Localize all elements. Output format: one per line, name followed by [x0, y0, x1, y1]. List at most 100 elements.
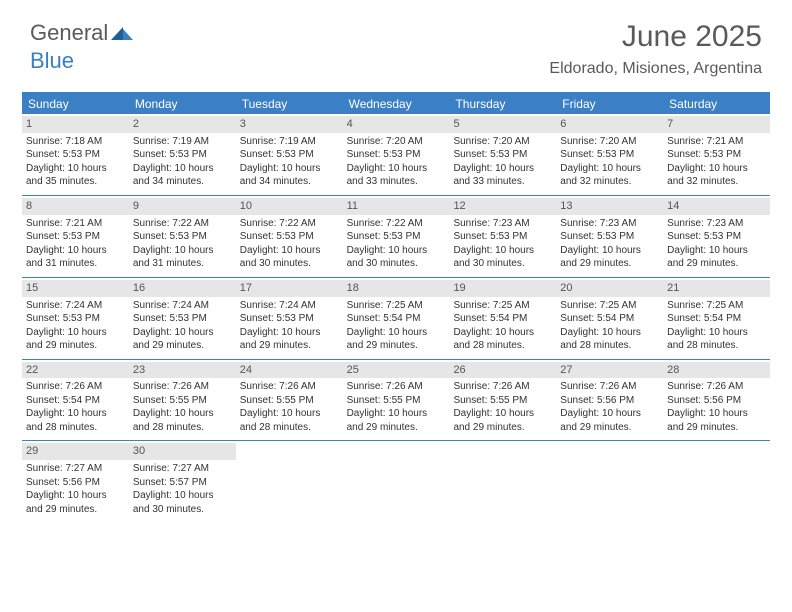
day-day2: and 34 minutes.	[240, 175, 339, 189]
day-sunset: Sunset: 5:53 PM	[453, 148, 552, 162]
dow-monday: Monday	[129, 94, 236, 114]
day-day1: Daylight: 10 hours	[347, 407, 446, 421]
day-sunrise: Sunrise: 7:25 AM	[667, 299, 766, 313]
day-cell: 11Sunrise: 7:22 AMSunset: 5:53 PMDayligh…	[343, 196, 450, 277]
day-number: 3	[236, 116, 343, 133]
day-day2: and 28 minutes.	[667, 339, 766, 353]
day-day1: Daylight: 10 hours	[240, 407, 339, 421]
day-cell: 6 Sunrise: 7:20 AMSunset: 5:53 PMDaylight…	[556, 114, 663, 195]
day-day2: and 30 minutes.	[347, 257, 446, 271]
day-day1: Daylight: 10 hours	[133, 326, 232, 340]
day-sunset: Sunset: 5:53 PM	[560, 230, 659, 244]
day-sunset: Sunset: 5:56 PM	[560, 394, 659, 408]
day-day1: Daylight: 10 hours	[133, 407, 232, 421]
day-day2: and 32 minutes.	[560, 175, 659, 189]
logo: General	[30, 20, 133, 46]
day-sunset: Sunset: 5:54 PM	[560, 312, 659, 326]
day-sunrise: Sunrise: 7:27 AM	[26, 462, 125, 476]
dow-tuesday: Tuesday	[236, 94, 343, 114]
day-cell-empty	[236, 441, 343, 522]
day-number: 13	[556, 198, 663, 215]
day-number: 19	[449, 280, 556, 297]
day-number: 26	[449, 362, 556, 379]
day-day1: Daylight: 10 hours	[133, 244, 232, 258]
day-number: 20	[556, 280, 663, 297]
title-month: June 2025	[549, 20, 762, 54]
day-cell: 26Sunrise: 7:26 AMSunset: 5:55 PMDayligh…	[449, 360, 556, 441]
day-sunrise: Sunrise: 7:24 AM	[26, 299, 125, 313]
day-cell: 12Sunrise: 7:23 AMSunset: 5:53 PMDayligh…	[449, 196, 556, 277]
day-sunset: Sunset: 5:53 PM	[26, 230, 125, 244]
day-sunrise: Sunrise: 7:26 AM	[347, 380, 446, 394]
day-number: 25	[343, 362, 450, 379]
day-day2: and 29 minutes.	[26, 339, 125, 353]
day-sunrise: Sunrise: 7:20 AM	[453, 135, 552, 149]
day-number: 29	[22, 443, 129, 460]
day-number: 28	[663, 362, 770, 379]
day-cell: 15Sunrise: 7:24 AMSunset: 5:53 PMDayligh…	[22, 278, 129, 359]
day-number: 22	[22, 362, 129, 379]
day-number: 2	[129, 116, 236, 133]
day-day1: Daylight: 10 hours	[560, 162, 659, 176]
day-sunrise: Sunrise: 7:20 AM	[560, 135, 659, 149]
day-sunrise: Sunrise: 7:25 AM	[453, 299, 552, 313]
day-day2: and 29 minutes.	[26, 503, 125, 517]
day-day2: and 29 minutes.	[560, 421, 659, 435]
day-day1: Daylight: 10 hours	[26, 162, 125, 176]
day-day2: and 35 minutes.	[26, 175, 125, 189]
day-day1: Daylight: 10 hours	[240, 162, 339, 176]
day-cell: 17Sunrise: 7:24 AMSunset: 5:53 PMDayligh…	[236, 278, 343, 359]
day-day2: and 33 minutes.	[347, 175, 446, 189]
day-cell-empty	[663, 441, 770, 522]
day-day2: and 34 minutes.	[133, 175, 232, 189]
day-sunset: Sunset: 5:53 PM	[560, 148, 659, 162]
day-day2: and 33 minutes.	[453, 175, 552, 189]
dow-wednesday: Wednesday	[343, 94, 450, 114]
day-sunrise: Sunrise: 7:21 AM	[26, 217, 125, 231]
day-sunrise: Sunrise: 7:25 AM	[347, 299, 446, 313]
day-cell: 21Sunrise: 7:25 AMSunset: 5:54 PMDayligh…	[663, 278, 770, 359]
day-cell: 2Sunrise: 7:19 AMSunset: 5:53 PMDaylight…	[129, 114, 236, 195]
day-cell: 25Sunrise: 7:26 AMSunset: 5:55 PMDayligh…	[343, 360, 450, 441]
day-cell: 10Sunrise: 7:22 AMSunset: 5:53 PMDayligh…	[236, 196, 343, 277]
day-number: 30	[129, 443, 236, 460]
day-sunset: Sunset: 5:53 PM	[667, 230, 766, 244]
day-sunset: Sunset: 5:53 PM	[133, 312, 232, 326]
day-sunrise: Sunrise: 7:23 AM	[453, 217, 552, 231]
day-day2: and 31 minutes.	[133, 257, 232, 271]
day-sunset: Sunset: 5:53 PM	[240, 312, 339, 326]
day-number: 12	[449, 198, 556, 215]
day-sunset: Sunset: 5:53 PM	[133, 230, 232, 244]
day-day2: and 28 minutes.	[240, 421, 339, 435]
title-block: June 2025 Eldorado, Misiones, Argentina	[549, 20, 762, 78]
day-day1: Daylight: 10 hours	[560, 407, 659, 421]
logo-blue-row: Blue	[30, 48, 74, 74]
day-number: 5	[449, 116, 556, 133]
day-day2: and 32 minutes.	[667, 175, 766, 189]
day-number: 6	[556, 116, 663, 133]
title-location: Eldorado, Misiones, Argentina	[549, 60, 762, 78]
week-row: 29Sunrise: 7:27 AMSunset: 5:56 PMDayligh…	[22, 441, 770, 522]
week-row: 22Sunrise: 7:26 AMSunset: 5:54 PMDayligh…	[22, 360, 770, 442]
day-sunset: Sunset: 5:54 PM	[347, 312, 446, 326]
day-sunrise: Sunrise: 7:26 AM	[26, 380, 125, 394]
weeks-container: 1Sunrise: 7:18 AMSunset: 5:53 PMDaylight…	[22, 114, 770, 522]
day-cell: 1Sunrise: 7:18 AMSunset: 5:53 PMDaylight…	[22, 114, 129, 195]
day-day2: and 29 minutes.	[347, 421, 446, 435]
day-cell: 27Sunrise: 7:26 AMSunset: 5:56 PMDayligh…	[556, 360, 663, 441]
day-sunset: Sunset: 5:53 PM	[240, 148, 339, 162]
day-sunset: Sunset: 5:55 PM	[453, 394, 552, 408]
day-day2: and 30 minutes.	[133, 503, 232, 517]
day-number: 4	[343, 116, 450, 133]
day-day2: and 29 minutes.	[133, 339, 232, 353]
day-number: 15	[22, 280, 129, 297]
day-sunset: Sunset: 5:56 PM	[26, 476, 125, 490]
day-day2: and 29 minutes.	[453, 421, 552, 435]
day-cell: 13Sunrise: 7:23 AMSunset: 5:53 PMDayligh…	[556, 196, 663, 277]
day-day1: Daylight: 10 hours	[667, 326, 766, 340]
day-sunset: Sunset: 5:55 PM	[133, 394, 232, 408]
day-cell: 5Sunrise: 7:20 AMSunset: 5:53 PMDaylight…	[449, 114, 556, 195]
day-day1: Daylight: 10 hours	[26, 407, 125, 421]
day-number: 23	[129, 362, 236, 379]
day-cell: 19Sunrise: 7:25 AMSunset: 5:54 PMDayligh…	[449, 278, 556, 359]
